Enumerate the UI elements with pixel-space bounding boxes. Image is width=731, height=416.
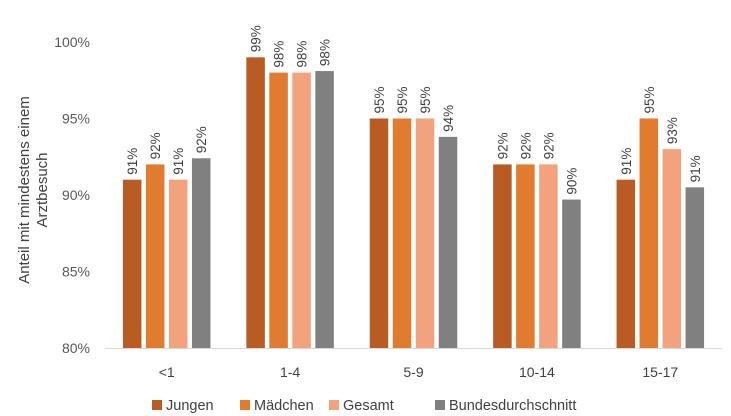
legend-item: Gesamt — [329, 398, 394, 414]
data-label: 92% — [194, 126, 209, 153]
legend-label: Mädchen — [254, 398, 314, 414]
y-tick-label: 100% — [54, 34, 90, 50]
x-axis-categories: <1 1-4 5-9 10-14 15-17 — [159, 364, 679, 380]
x-category-label: 5-9 — [403, 364, 423, 380]
data-labels: 91% 92% 91% 92% 99% 98% 98% 98% 95% 95% 95% 94% 92% 9… — [125, 25, 703, 194]
y-axis-title: Anteil mit mindestens einem Arztbesuch — [16, 96, 51, 284]
data-label: 95% — [418, 86, 433, 113]
bar — [415, 118, 435, 348]
bar — [369, 118, 389, 348]
legend-item: Mädchen — [240, 398, 314, 414]
legend-label: Gesamt — [343, 398, 394, 414]
bar — [562, 199, 581, 348]
bar — [392, 118, 412, 348]
data-label: 92% — [518, 132, 533, 159]
y-tick-label: 80% — [62, 340, 90, 356]
bar — [662, 149, 682, 348]
legend-item: Jungen — [152, 398, 214, 414]
data-label: 93% — [665, 117, 680, 144]
data-label: 98% — [272, 41, 287, 68]
data-label: 98% — [318, 39, 333, 66]
x-category-label: 15-17 — [642, 364, 678, 380]
data-label: 95% — [642, 86, 657, 113]
data-label: 92% — [148, 132, 163, 159]
y-axis-title-line: Arztbesuch — [34, 152, 51, 227]
data-label: 95% — [372, 86, 387, 113]
legend-swatch — [152, 400, 162, 410]
bar — [292, 72, 311, 348]
legend-swatch — [329, 400, 339, 410]
data-label: 91% — [688, 155, 703, 182]
data-label: 92% — [495, 132, 510, 159]
data-label: 95% — [395, 86, 410, 113]
data-label: 98% — [295, 41, 310, 68]
x-category-label: <1 — [159, 364, 175, 380]
x-category-label: 1-4 — [280, 364, 300, 380]
y-axis-title-line: Anteil mit mindestens einem — [16, 96, 33, 284]
legend-swatch — [240, 400, 250, 410]
legend-label: Bundesdurchschnitt — [449, 398, 576, 414]
data-label: 91% — [125, 148, 140, 175]
bar — [685, 187, 705, 348]
bar — [516, 164, 535, 348]
data-label: 99% — [249, 25, 264, 52]
data-label: 92% — [541, 132, 556, 159]
data-label: 90% — [564, 168, 579, 195]
data-label: 91% — [171, 148, 186, 175]
legend: Jungen Mädchen Gesamt Bundesdurchschnitt — [152, 398, 576, 414]
bar — [315, 71, 334, 348]
bars — [122, 57, 705, 349]
y-tick-label: 90% — [62, 187, 90, 203]
bar — [639, 118, 659, 348]
bar — [191, 158, 211, 348]
bar — [168, 179, 188, 348]
bar — [246, 57, 265, 349]
legend-item: Bundesdurchschnitt — [435, 398, 576, 414]
data-label: 91% — [619, 148, 634, 175]
y-axis-ticks: 80% 85% 90% 95% 100% — [54, 34, 90, 356]
y-tick-label: 95% — [62, 111, 90, 127]
bar — [269, 72, 288, 348]
bar — [616, 179, 636, 348]
y-tick-label: 85% — [62, 264, 90, 280]
legend-swatch — [435, 400, 445, 410]
bar — [122, 179, 142, 348]
bar — [145, 164, 165, 348]
legend-label: Jungen — [166, 398, 214, 414]
bar — [539, 164, 558, 348]
bar — [438, 136, 458, 348]
bar — [493, 164, 512, 348]
x-category-label: 10-14 — [519, 364, 555, 380]
data-label: 94% — [441, 105, 456, 132]
